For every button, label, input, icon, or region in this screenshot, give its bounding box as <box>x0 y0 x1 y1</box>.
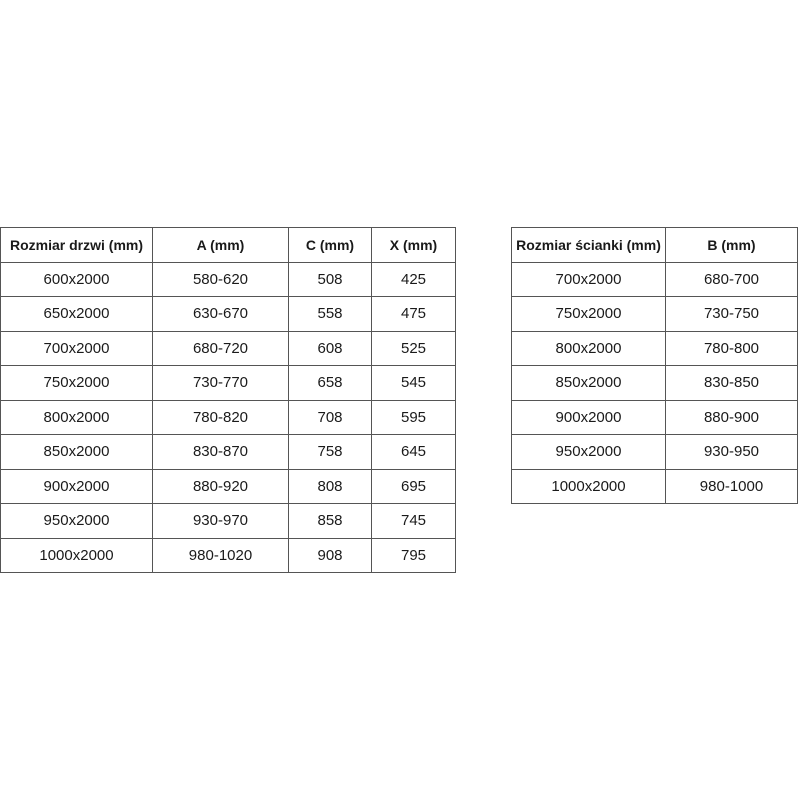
table-cell: 850x2000 <box>511 365 666 401</box>
table-cell: 630-670 <box>152 296 289 332</box>
door-size-table: Rozmiar drzwi (mm) A (mm) C (mm) X (mm) 600… <box>0 227 456 573</box>
table-cell: 908 <box>288 537 372 573</box>
table-cell: 658 <box>288 365 372 401</box>
table-cell: 525 <box>371 330 456 366</box>
table-row: 650x2000 630-670 558 475 <box>0 296 456 332</box>
table-row: 600x2000 580-620 508 425 <box>0 261 456 297</box>
table-cell: 850x2000 <box>0 434 153 470</box>
table-row: 700x2000 680-720 608 525 <box>0 330 456 366</box>
table-cell: 830-850 <box>665 365 798 401</box>
column-header: B (mm) <box>665 227 798 263</box>
table-cell: 645 <box>371 434 456 470</box>
column-header: Rozmiar drzwi (mm) <box>0 227 153 263</box>
table-cell: 858 <box>288 503 372 539</box>
table-cell: 608 <box>288 330 372 366</box>
table-cell: 750x2000 <box>0 365 153 401</box>
table-cell: 900x2000 <box>511 399 666 435</box>
table-cell: 758 <box>288 434 372 470</box>
table-cell: 730-750 <box>665 296 798 332</box>
table-row: 950x2000 930-950 <box>511 434 798 470</box>
table-cell: 745 <box>371 503 456 539</box>
table-cell: 695 <box>371 468 456 504</box>
wall-size-table: Rozmiar ścianki (mm) B (mm) 700x2000 680-7… <box>511 227 798 504</box>
table-cell: 795 <box>371 537 456 573</box>
table-cell: 1000x2000 <box>511 468 666 504</box>
table-cell: 808 <box>288 468 372 504</box>
table-cell: 545 <box>371 365 456 401</box>
table-row: 750x2000 730-770 658 545 <box>0 365 456 401</box>
table-cell: 708 <box>288 399 372 435</box>
table-cell: 425 <box>371 261 456 297</box>
table-row: 850x2000 830-850 <box>511 365 798 401</box>
table-header-row: Rozmiar ścianki (mm) B (mm) <box>511 227 798 263</box>
table-row: 900x2000 880-900 <box>511 399 798 435</box>
table-row: 700x2000 680-700 <box>511 261 798 297</box>
column-header: A (mm) <box>152 227 289 263</box>
table-cell: 800x2000 <box>511 330 666 366</box>
table-row: 1000x2000 980-1020 908 795 <box>0 537 456 573</box>
table-cell: 680-720 <box>152 330 289 366</box>
table-row: 1000x2000 980-1000 <box>511 468 798 504</box>
table-cell: 930-970 <box>152 503 289 539</box>
table-row: 900x2000 880-920 808 695 <box>0 468 456 504</box>
table-cell: 650x2000 <box>0 296 153 332</box>
table-header-row: Rozmiar drzwi (mm) A (mm) C (mm) X (mm) <box>0 227 456 263</box>
table-cell: 880-920 <box>152 468 289 504</box>
table-cell: 580-620 <box>152 261 289 297</box>
table-row: 800x2000 780-800 <box>511 330 798 366</box>
table-cell: 980-1020 <box>152 537 289 573</box>
table-cell: 508 <box>288 261 372 297</box>
table-cell: 880-900 <box>665 399 798 435</box>
table-cell: 780-800 <box>665 330 798 366</box>
table-cell: 475 <box>371 296 456 332</box>
table-cell: 680-700 <box>665 261 798 297</box>
table-cell: 750x2000 <box>511 296 666 332</box>
table-cell: 558 <box>288 296 372 332</box>
column-header: C (mm) <box>288 227 372 263</box>
table-cell: 950x2000 <box>0 503 153 539</box>
table-cell: 700x2000 <box>0 330 153 366</box>
table-cell: 700x2000 <box>511 261 666 297</box>
table-cell: 950x2000 <box>511 434 666 470</box>
table-cell: 600x2000 <box>0 261 153 297</box>
table-cell: 1000x2000 <box>0 537 153 573</box>
table-cell: 780-820 <box>152 399 289 435</box>
table-row: 750x2000 730-750 <box>511 296 798 332</box>
table-row: 950x2000 930-970 858 745 <box>0 503 456 539</box>
table-cell: 900x2000 <box>0 468 153 504</box>
table-cell: 800x2000 <box>0 399 153 435</box>
table-cell: 730-770 <box>152 365 289 401</box>
table-cell: 980-1000 <box>665 468 798 504</box>
table-row: 800x2000 780-820 708 595 <box>0 399 456 435</box>
table-cell: 930-950 <box>665 434 798 470</box>
table-cell: 595 <box>371 399 456 435</box>
column-header: Rozmiar ścianki (mm) <box>511 227 666 263</box>
table-cell: 830-870 <box>152 434 289 470</box>
column-header: X (mm) <box>371 227 456 263</box>
table-row: 850x2000 830-870 758 645 <box>0 434 456 470</box>
